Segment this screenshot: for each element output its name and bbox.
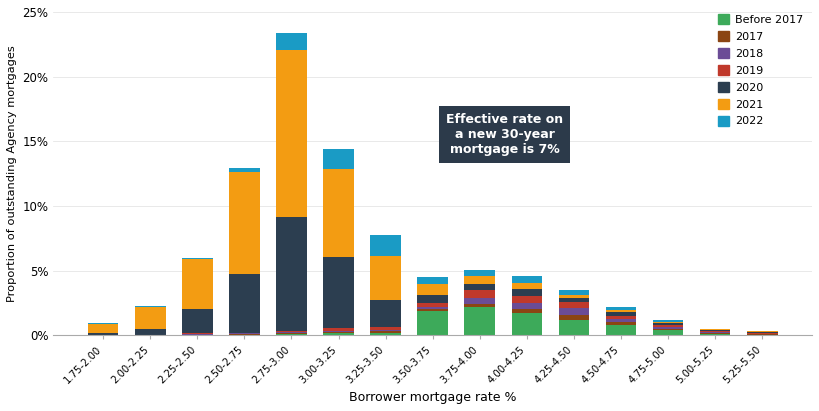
Bar: [324, 333, 354, 335]
Bar: [88, 324, 119, 332]
Bar: [653, 328, 683, 330]
Bar: [370, 300, 401, 327]
Bar: [464, 270, 495, 277]
Bar: [464, 307, 495, 335]
Bar: [606, 312, 636, 316]
Bar: [653, 323, 683, 326]
Bar: [276, 334, 307, 335]
Bar: [276, 33, 307, 51]
Bar: [653, 321, 683, 323]
Bar: [512, 313, 542, 335]
Bar: [559, 290, 589, 295]
Bar: [229, 334, 260, 335]
Legend: Before 2017, 2017, 2018, 2019, 2020, 2021, 2022: Before 2017, 2017, 2018, 2019, 2020, 202…: [715, 11, 807, 130]
Bar: [700, 329, 731, 330]
Bar: [418, 312, 448, 335]
Y-axis label: Proportion of outstanding Agency mortgages: Proportion of outstanding Agency mortgag…: [7, 45, 17, 302]
Bar: [700, 331, 731, 332]
Bar: [559, 295, 589, 298]
Bar: [276, 331, 307, 332]
Bar: [606, 325, 636, 335]
Bar: [182, 334, 213, 335]
Bar: [324, 328, 354, 331]
Bar: [653, 320, 683, 321]
Bar: [370, 331, 401, 332]
Bar: [276, 332, 307, 333]
Bar: [418, 307, 448, 309]
Bar: [512, 309, 542, 313]
Bar: [324, 257, 354, 328]
Bar: [700, 334, 731, 335]
Bar: [135, 329, 165, 335]
Bar: [606, 310, 636, 312]
Bar: [370, 235, 401, 256]
Bar: [418, 295, 448, 303]
X-axis label: Borrower mortgage rate %: Borrower mortgage rate %: [349, 391, 517, 404]
Bar: [370, 330, 401, 331]
Bar: [464, 298, 495, 304]
Bar: [276, 51, 307, 217]
Bar: [747, 330, 777, 331]
Bar: [182, 333, 213, 334]
Bar: [606, 307, 636, 310]
Bar: [606, 316, 636, 319]
Bar: [418, 277, 448, 284]
Bar: [324, 332, 354, 333]
Bar: [88, 332, 119, 335]
Bar: [229, 172, 260, 274]
Bar: [370, 327, 401, 330]
Bar: [276, 217, 307, 331]
Bar: [324, 149, 354, 169]
Bar: [512, 303, 542, 309]
Bar: [229, 274, 260, 332]
Bar: [606, 322, 636, 325]
Bar: [324, 169, 354, 257]
Bar: [559, 320, 589, 335]
Bar: [182, 309, 213, 333]
Bar: [653, 326, 683, 327]
Bar: [418, 309, 448, 312]
Bar: [747, 333, 777, 334]
Bar: [559, 308, 589, 314]
Bar: [512, 277, 542, 283]
Bar: [276, 333, 307, 334]
Bar: [229, 332, 260, 333]
Bar: [88, 323, 119, 324]
Bar: [512, 296, 542, 303]
Bar: [700, 333, 731, 334]
Bar: [418, 303, 448, 307]
Bar: [324, 331, 354, 332]
Bar: [512, 289, 542, 296]
Bar: [559, 302, 589, 308]
Bar: [653, 330, 683, 335]
Bar: [135, 307, 165, 329]
Bar: [229, 333, 260, 334]
Bar: [606, 319, 636, 322]
Bar: [464, 304, 495, 307]
Bar: [700, 332, 731, 333]
Bar: [559, 314, 589, 320]
Bar: [559, 298, 589, 302]
Bar: [182, 259, 213, 309]
Bar: [747, 331, 777, 332]
Bar: [700, 330, 731, 331]
Bar: [370, 256, 401, 300]
Bar: [182, 258, 213, 259]
Bar: [653, 327, 683, 328]
Bar: [418, 284, 448, 295]
Bar: [464, 284, 495, 290]
Bar: [229, 169, 260, 172]
Bar: [370, 332, 401, 335]
Bar: [464, 277, 495, 284]
Text: Effective rate on
a new 30-year
mortgage is 7%: Effective rate on a new 30-year mortgage…: [446, 113, 563, 156]
Bar: [512, 283, 542, 289]
Bar: [747, 332, 777, 333]
Bar: [464, 290, 495, 298]
Bar: [135, 306, 165, 307]
